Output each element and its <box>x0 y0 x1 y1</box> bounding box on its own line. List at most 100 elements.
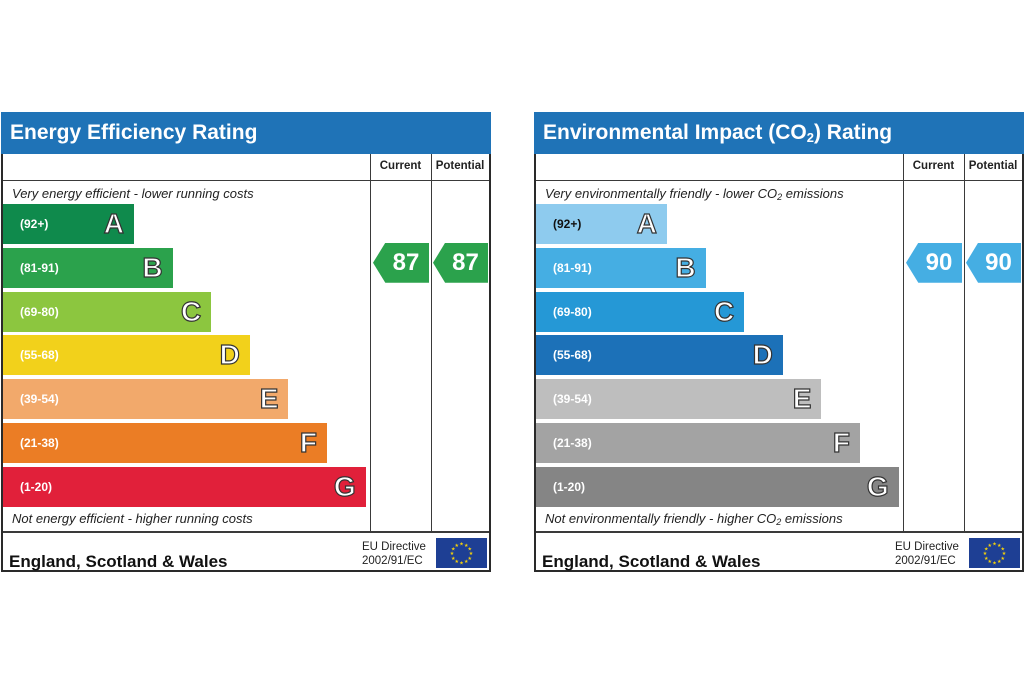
eu-star-icon: ★ <box>467 546 472 552</box>
eu-star-icon: ★ <box>988 543 993 549</box>
eu-star-icon: ★ <box>451 546 456 552</box>
column-divider <box>370 154 371 532</box>
eu-star-icon: ★ <box>467 556 472 562</box>
top-note-subscript: 2 <box>777 192 783 202</box>
band-d: (55-68) D <box>3 335 250 376</box>
band-range-label: (55-68) <box>553 348 592 363</box>
eu-star-icon: ★ <box>984 546 989 552</box>
footer-divider <box>3 531 489 533</box>
band-range-label: (69-80) <box>20 304 59 319</box>
band-c: (69-80) C <box>3 291 212 332</box>
band-letter-label: B <box>675 251 696 283</box>
rating-bands: (92+) A (81-91) B (69-80) C (55-68) D (39-54) E (2… <box>3 154 370 532</box>
potential-rating-arrow: 90 <box>966 242 1021 283</box>
current-rating-value: 90 <box>925 248 953 276</box>
current-rating-arrow: 87 <box>373 242 429 283</box>
band-letter-label: A <box>636 207 657 239</box>
eu-star-icon: ★ <box>983 551 988 557</box>
top-note: Very environmentally friendly - lower CO… <box>545 186 844 202</box>
eu-star-icon: ★ <box>464 559 469 565</box>
directive-line-2: 2002/91/EC <box>362 555 423 567</box>
band-letter-label: D <box>219 339 240 371</box>
chart-frame: Current Potential Very energy efficient … <box>1 154 491 572</box>
band-letter-label: G <box>866 470 889 502</box>
eu-star-icon: ★ <box>451 556 456 562</box>
eu-star-icon: ★ <box>997 543 1002 549</box>
eu-directive-label: EU Directive 2002/91/EC <box>895 540 959 568</box>
band-range-label: (1-20) <box>20 479 53 494</box>
potential-rating-value: 90 <box>985 248 1012 276</box>
eu-star-icon: ★ <box>469 551 474 557</box>
eu-star-icon: ★ <box>988 559 993 565</box>
band-range-label: (39-54) <box>20 392 59 407</box>
band-a: (92+) A <box>3 204 134 244</box>
band-f: (21-38) F <box>536 423 860 463</box>
potential-rating-value: 87 <box>452 248 479 276</box>
band-e: (39-54) E <box>536 379 822 420</box>
eu-star-icon: ★ <box>464 543 469 549</box>
bottom-note-main: Not environmentally friendly - higher CO <box>545 511 777 526</box>
band-range-label: (55-68) <box>20 348 59 363</box>
band-letter-label: E <box>792 383 812 415</box>
eu-star-icon: ★ <box>1002 551 1007 557</box>
band-f: (21-38) F <box>3 423 327 463</box>
top-note-end: emissions <box>782 186 844 201</box>
footer-region: England, Scotland & Wales <box>9 552 228 571</box>
band-letter-label: C <box>180 295 202 327</box>
eu-star-icon: ★ <box>459 561 464 567</box>
current-rating-arrow: 90 <box>906 242 962 283</box>
band-letter-label: F <box>832 426 850 458</box>
band-letter-label: B <box>142 251 163 283</box>
band-range-label: (81-91) <box>20 260 59 275</box>
current-column-header: Current <box>912 160 955 172</box>
eu-star-icon: ★ <box>455 543 460 549</box>
top-note: Very energy efficient - lower running co… <box>12 186 254 201</box>
band-range-label: (69-80) <box>553 304 592 319</box>
eu-star-icon: ★ <box>455 559 460 565</box>
potential-column-header: Potential <box>435 160 485 172</box>
eu-star-icon: ★ <box>1000 546 1005 552</box>
footer-divider <box>536 531 1022 533</box>
band-b: (81-91) B <box>3 247 173 288</box>
title-end: ) Rating <box>813 121 893 144</box>
rating-bands: (92+) A (81-91) B (69-80) C (55-68) D (39-54) E (2… <box>536 154 903 532</box>
column-divider <box>964 154 965 532</box>
band-g: (1-20) G <box>536 466 899 507</box>
title-main: Environmental Impact (CO <box>543 121 807 144</box>
band-range-label: (81-91) <box>553 260 592 275</box>
current-column-header: Current <box>379 160 422 172</box>
bottom-note: Not energy efficient - higher running co… <box>12 511 253 526</box>
current-rating-value: 87 <box>392 248 420 276</box>
environmental-impact-chart: Environmental Impact (CO 2 ) Rating Curren… <box>534 112 1024 572</box>
chart-frame: Current Potential Very environmentally f… <box>534 154 1024 572</box>
band-letter-label: C <box>713 295 735 327</box>
potential-column-header: Potential <box>968 160 1018 172</box>
eu-star-icon: ★ <box>450 551 455 557</box>
bottom-note-end: emissions <box>781 511 843 526</box>
eu-star-icon: ★ <box>992 561 997 567</box>
band-range-label: (92+) <box>20 217 49 231</box>
potential-rating-arrow: 87 <box>433 242 488 283</box>
eu-directive-label: EU Directive 2002/91/EC <box>362 540 426 568</box>
eu-flag-icon: ★ ★ ★ ★ ★ ★ ★ ★ ★ ★ ★ ★ <box>436 538 487 568</box>
eu-star-icon: ★ <box>1000 556 1005 562</box>
band-a: (92+) A <box>536 204 667 244</box>
header-divider <box>536 180 1022 181</box>
eu-star-icon: ★ <box>984 556 989 562</box>
band-range-label: (21-38) <box>553 436 592 450</box>
bottom-note: Not environmentally friendly - higher CO… <box>545 511 843 527</box>
eu-star-icon: ★ <box>997 559 1002 565</box>
band-letter-label: A <box>103 207 124 239</box>
eu-flag-icon: ★ ★ ★ ★ ★ ★ ★ ★ ★ ★ ★ ★ <box>969 538 1020 568</box>
band-range-label: (39-54) <box>553 392 592 407</box>
directive-line-1: EU Directive <box>362 541 426 553</box>
band-c: (69-80) C <box>536 291 745 332</box>
eu-star-icon: ★ <box>459 542 464 548</box>
energy-efficiency-chart: Energy Efficiency Rating Current Potenti… <box>1 112 491 572</box>
footer-region: England, Scotland & Wales <box>542 552 761 571</box>
band-letter-label: G <box>333 470 356 502</box>
band-letter-label: F <box>299 426 317 458</box>
header-divider <box>3 180 489 181</box>
band-g: (1-20) G <box>3 466 366 507</box>
band-letter-label: E <box>259 383 279 415</box>
